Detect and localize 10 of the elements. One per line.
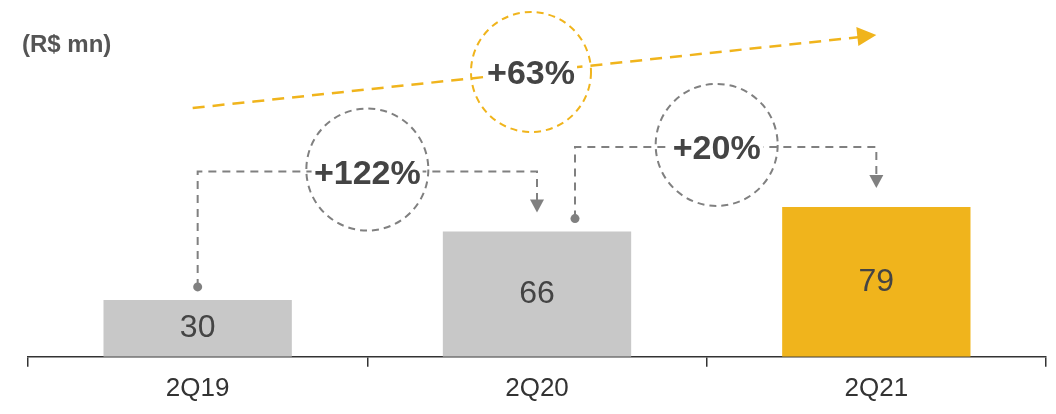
x-tick-label: 2Q20 <box>505 371 569 402</box>
text: +122% <box>311 152 423 192</box>
data-label: 66 <box>519 274 555 311</box>
text: +20% <box>670 127 763 167</box>
text: +63% <box>485 52 577 92</box>
x-tick-label: 2Q21 <box>844 371 909 402</box>
x-tick-label: 2Q19 <box>165 371 230 402</box>
data-label: 30 <box>179 308 216 345</box>
text: (R$ mn) <box>22 30 112 58</box>
data-label: 79 <box>858 261 895 298</box>
